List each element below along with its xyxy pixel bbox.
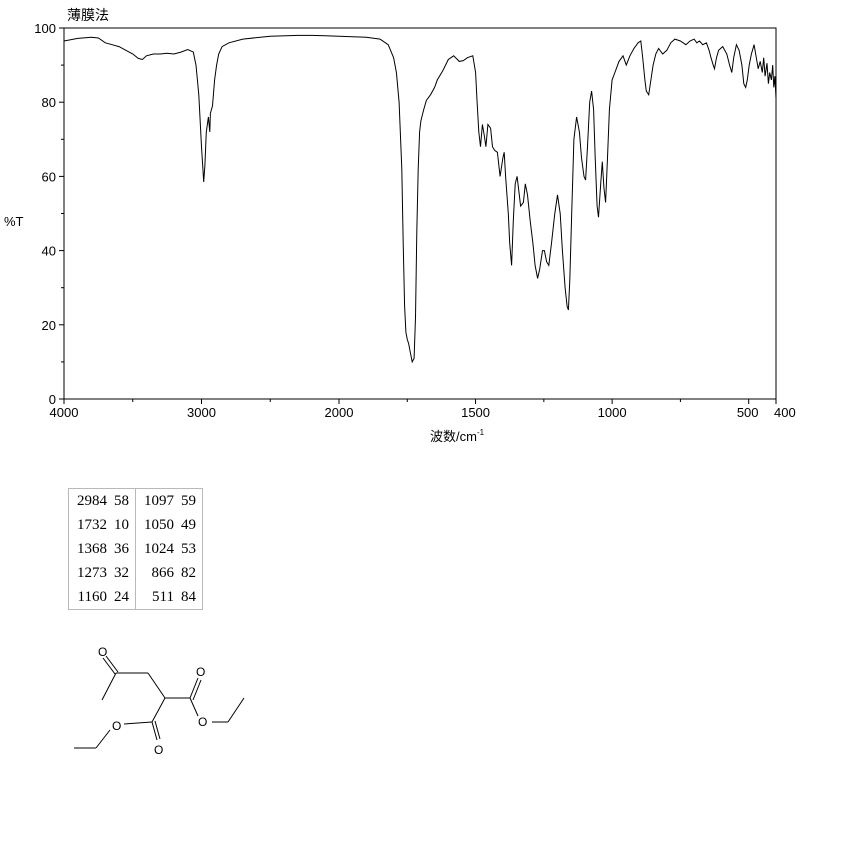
peak-table-row: 1368 36 1024 53 [69,537,202,561]
peak-wavenumber: 2984 [77,493,107,509]
peak-wavenumber: 1097 [144,493,174,509]
x-axis-label-text: 波数/cm [430,429,477,444]
peak-table-cell: 1160 24 [69,585,136,609]
peak-table-cell: 1024 53 [136,537,202,561]
atom-ketone-oxygen: O [98,645,107,659]
peak-wavenumber: 511 [152,589,174,605]
molecule-bonds [74,655,245,749]
peak-table-row: 1732 10 1050 49 [69,513,202,537]
peak-wavenumber: 1368 [77,541,107,557]
peak-table-cell: 1097 59 [136,489,202,513]
x-axis-label-superscript: -1 [477,428,485,437]
peak-transmittance: 36 [114,541,129,557]
peak-table-cell: 1273 32 [69,561,136,585]
plot-frame [63,27,777,400]
x-tick-label: 400 [774,405,796,420]
y-tick-label: 20 [42,318,56,333]
peak-transmittance: 24 [114,589,129,605]
peak-table-row: 1273 32 866 82 [69,561,202,585]
x-tick-label: 500 [737,405,759,420]
peak-wavenumber: 1050 [144,517,174,533]
peak-wavenumber: 866 [151,565,175,581]
x-axis-label: 波数/cm-1 [430,428,485,444]
y-tick-label: 80 [42,95,56,110]
y-tick-label: 0 [49,392,56,407]
peak-transmittance: 49 [181,517,196,533]
peak-table-cell: 1732 10 [69,513,136,537]
peak-transmittance: 82 [181,565,196,581]
peak-table-row: 2984 58 1097 59 [69,489,202,513]
molecule-structure: O O O O O [74,645,245,757]
x-tick-label: 1000 [598,405,627,420]
chart-title: 薄膜法 [67,8,109,24]
peak-transmittance: 58 [114,493,129,509]
atom-carbonyl-oxygen-left: O [154,743,163,757]
y-tick-label: 60 [42,169,56,184]
peak-wavenumber: 1160 [77,589,107,605]
x-tick-label: 3000 [187,405,216,420]
peak-table: 2984 58 1097 59 1732 10 1050 49 1368 36 1024 53 1273… [68,488,203,610]
peak-transmittance: 10 [114,517,129,533]
x-tick-label: 2000 [325,405,354,420]
y-axis-label: %T [4,214,24,229]
peak-transmittance: 59 [181,493,196,509]
atom-carbonyl-oxygen-right: O [196,665,205,679]
y-axis-ticks: 0 20 40 60 80 100 [34,21,64,407]
x-axis-ticks: 4000 3000 2000 1500 1000 500 400 [50,399,796,420]
y-tick-label: 40 [42,244,56,259]
ir-spectrum-chart: 薄膜法 %T 0 20 40 60 80 100 4000 3000 2000 1500 1000… [4,8,796,444]
peak-transmittance: 84 [181,589,196,605]
peak-table-row: 1160 24 511 84 [69,585,202,609]
peak-wavenumber: 1273 [77,565,107,581]
peak-table-cell: 1368 36 [69,537,136,561]
peak-table-body: 2984 58 1097 59 1732 10 1050 49 1368 36 1024 53 1273… [69,489,202,609]
peak-table-cell: 866 82 [136,561,202,585]
y-tick-label: 100 [34,21,56,36]
x-tick-label: 4000 [50,405,79,420]
peak-wavenumber: 1732 [77,517,107,533]
peak-table-cell: 1050 49 [136,513,202,537]
peak-transmittance: 53 [181,541,196,557]
peak-table-cell: 511 84 [136,585,202,609]
atom-ether-oxygen-right: O [198,715,207,729]
peak-wavenumber: 1024 [144,541,174,557]
peak-transmittance: 32 [114,565,129,581]
peak-table-cell: 2984 58 [69,489,136,513]
x-tick-label: 1500 [461,405,490,420]
atom-ether-oxygen-left: O [112,719,121,733]
spectrum-trace [63,34,777,364]
